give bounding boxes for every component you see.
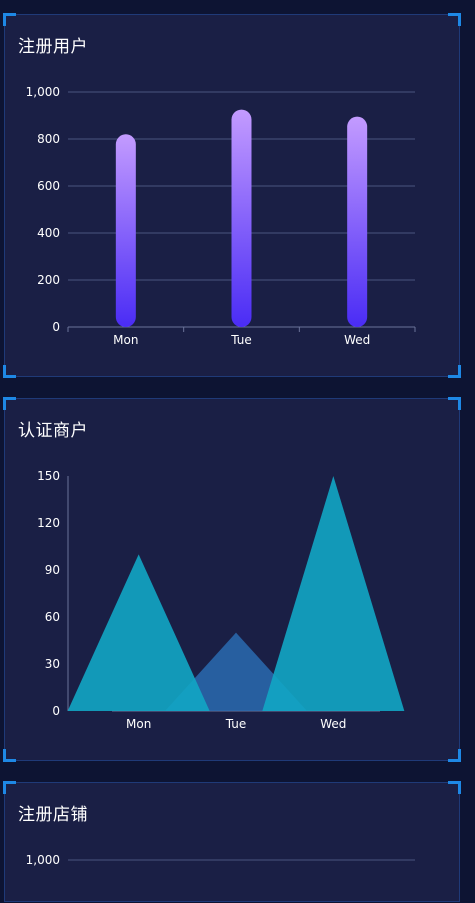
x-tick-label: Mon — [126, 717, 151, 731]
peak — [262, 476, 405, 711]
corner-decoration — [448, 749, 461, 762]
x-tick-label: Mon — [113, 333, 138, 347]
panel-registered-users: 注册用户 0 200 400 600 800 1,000 Mon Tue Wed — [3, 13, 461, 378]
y-tick-label: 200 — [37, 273, 60, 287]
y-tick-label: 60 — [45, 610, 60, 624]
y-tick-label: 90 — [45, 563, 60, 577]
panel-title: 注册用户 — [18, 37, 88, 57]
panel-title: 认证商户 — [18, 421, 88, 441]
y-tick-label: 400 — [37, 226, 60, 240]
corner-decoration — [448, 365, 461, 378]
y-tick-label: 30 — [45, 657, 60, 671]
y-tick-label: 1,000 — [26, 85, 60, 99]
corner-decoration — [3, 13, 16, 26]
bar — [115, 134, 136, 327]
corner-decoration — [448, 781, 461, 794]
corner-decoration — [448, 13, 461, 26]
bar-chart-registered-users: 0 200 400 600 800 1,000 Mon Tue Wed — [26, 85, 416, 347]
peak — [67, 554, 210, 711]
x-tick-label: Wed — [320, 717, 346, 731]
corner-decoration — [3, 781, 16, 794]
y-tick-label: 800 — [37, 132, 60, 146]
x-tick-label: Tue — [230, 333, 252, 347]
corner-decoration — [3, 749, 16, 762]
x-tick-label: Tue — [225, 717, 247, 731]
panel-title: 注册店铺 — [18, 805, 88, 825]
panel-registered-shops: 注册店铺 1,000 — [3, 781, 461, 902]
peak-chart-certified-merchants: 0 30 60 90 120 150 Mon Tue Wed — [37, 469, 405, 731]
corner-decoration — [3, 397, 16, 410]
bar-chart-registered-shops: 1,000 — [26, 853, 415, 867]
corner-decoration — [3, 365, 16, 378]
bar — [231, 109, 252, 327]
y-tick-label: 150 — [37, 469, 60, 483]
y-tick-label: 0 — [52, 704, 60, 718]
y-tick-label: 1,000 — [26, 853, 60, 867]
y-tick-label: 120 — [37, 516, 60, 530]
panel-certified-merchants: 认证商户 0 30 60 90 120 150 Mon Tue Wed — [3, 397, 461, 762]
y-tick-label: 600 — [37, 179, 60, 193]
corner-decoration — [448, 397, 461, 410]
y-tick-label: 0 — [52, 320, 60, 334]
bar — [347, 116, 368, 327]
x-tick-label: Wed — [344, 333, 370, 347]
